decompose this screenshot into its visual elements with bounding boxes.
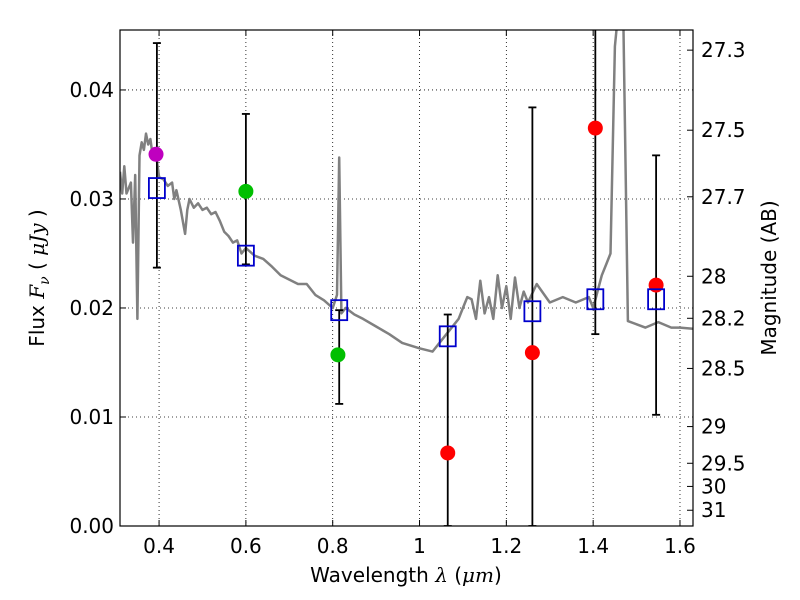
- plot-frame: [119, 29, 694, 527]
- x-tick-label: 0.8: [317, 534, 349, 558]
- observed-photometry-point: [586, 288, 605, 311]
- observed-photometry-point: [647, 288, 666, 311]
- y-tick-label: 0.00: [69, 514, 114, 538]
- observed-photometry-point: [523, 300, 542, 323]
- model-photometry-point: [238, 183, 254, 199]
- magnitude-tick-label: 30: [701, 474, 726, 498]
- magnitude-tick-label: 28: [701, 264, 726, 288]
- markers: [147, 120, 666, 461]
- x-tick-label: 0.4: [143, 534, 175, 558]
- observed-photometry-point: [438, 325, 457, 348]
- x-axis-label: Wavelength λ (μm): [310, 563, 502, 587]
- model-photometry-point: [524, 345, 540, 361]
- model-photometry-point: [587, 120, 603, 136]
- x-tick-label: 0.6: [230, 534, 262, 558]
- observed-photometry-point: [147, 177, 166, 199]
- y-tick-label: 0.03: [69, 187, 114, 211]
- model-photometry-point: [648, 277, 664, 293]
- x-tick-label: 1: [413, 534, 426, 558]
- magnitude-tick-label: 31: [701, 498, 726, 522]
- grid: [120, 30, 693, 527]
- y2-axis-label: Magnitude (AB): [757, 200, 781, 355]
- axis-ticks: 0.4 0.6 0.8 1 1.2 1.4 1.6 0.00 0.01 0.02 0.03 0.04 2…: [69, 30, 746, 558]
- y-axis-label: Flux Fν ( μJy ): [25, 209, 53, 346]
- model-spectrum: [120, 30, 693, 353]
- magnitude-tick-label: 27.3: [701, 38, 746, 62]
- magnitude-tick-label: 29: [701, 415, 726, 439]
- model-photometry-point: [148, 146, 164, 162]
- y-tick-label: 0.04: [69, 78, 114, 102]
- magnitude-tick-label: 28.2: [701, 306, 746, 330]
- y-tick-label: 0.01: [69, 405, 114, 429]
- y-tick-label: 0.02: [69, 296, 114, 320]
- x-tick-label: 1.2: [490, 534, 522, 558]
- magnitude-tick-label: 29.5: [701, 451, 746, 475]
- magnitude-tick-label: 27.7: [701, 185, 746, 209]
- magnitude-tick-label: 28.5: [701, 356, 746, 380]
- x-tick-label: 1.6: [664, 534, 696, 558]
- model-spectrum-line: [120, 30, 693, 353]
- error-bars: [152, 30, 661, 526]
- magnitude-tick-label: 27.5: [701, 118, 746, 142]
- x-tick-label: 1.4: [577, 534, 609, 558]
- observed-photometry-point: [236, 244, 255, 267]
- model-photometry-point: [440, 445, 456, 461]
- observed-photometry-point: [330, 299, 349, 322]
- model-photometry-point: [330, 347, 346, 363]
